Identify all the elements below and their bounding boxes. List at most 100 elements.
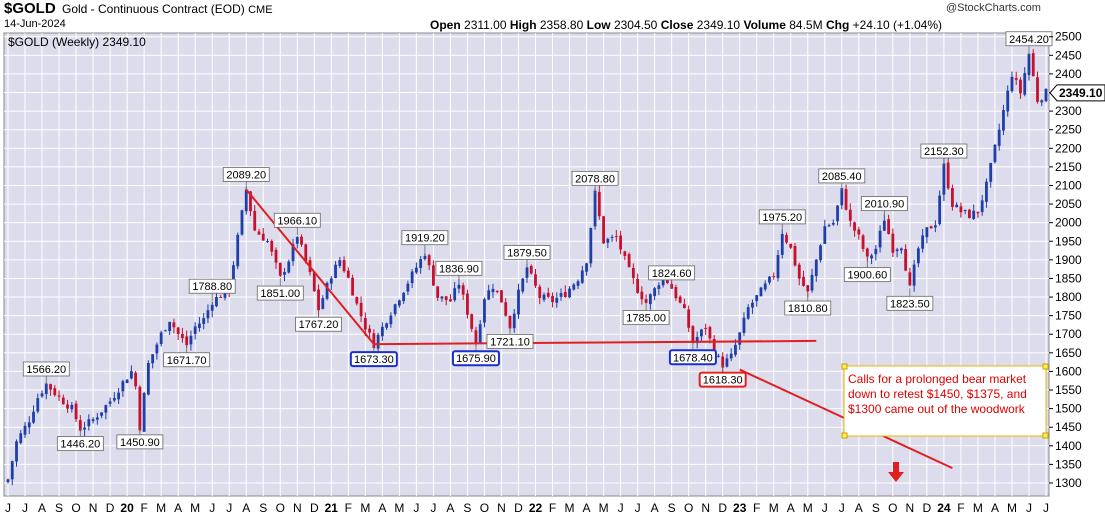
candle-body: [534, 274, 537, 286]
candle-body: [291, 244, 295, 262]
candle-body: [542, 294, 546, 300]
candle-body: [631, 267, 635, 278]
price-label: 1618.30: [703, 375, 743, 387]
annotation-handle-tl[interactable]: [841, 363, 848, 370]
x-tick-label: M: [565, 501, 575, 514]
candle-body: [1014, 78, 1018, 80]
x-tick-label: N: [906, 501, 915, 514]
x-tick-label: F: [140, 501, 147, 514]
candle-body: [283, 271, 286, 275]
candle-body: [470, 314, 474, 329]
price-label: 2454.20: [1009, 34, 1049, 46]
candle-body: [198, 323, 201, 329]
price-label-box: [886, 295, 934, 311]
annotation-handle-br[interactable]: [1042, 432, 1049, 439]
candle-body: [865, 248, 869, 257]
volume-value: 84.5M: [789, 18, 823, 32]
y-tick-label: 1900: [1055, 253, 1082, 267]
candle-body: [627, 254, 631, 268]
price-label-box: [451, 350, 500, 367]
price-label-box: [843, 267, 891, 283]
price-label-box: [503, 245, 551, 260]
candle-body: [40, 393, 44, 397]
price-label: 1836.90: [439, 263, 479, 275]
trend-line-support: [373, 339, 817, 346]
quote-summary: Open 2311.00 High 2358.80 Low 2304.50 Cl…: [430, 18, 942, 32]
candle-body: [317, 289, 320, 311]
annotation-handle-tr[interactable]: [1042, 363, 1049, 370]
candle-body: [610, 237, 614, 239]
price-label: 1788.80: [192, 281, 232, 293]
chg-value: +24.10 (+1.04%): [852, 18, 943, 32]
candle-body: [346, 270, 350, 278]
candle-body: [325, 283, 329, 299]
price-label: 1824.60: [652, 268, 692, 280]
candle-body: [968, 209, 971, 219]
candle-body: [580, 270, 584, 283]
x-tick-label: J: [413, 501, 419, 514]
candle-body: [912, 264, 916, 286]
close-label: Close: [660, 18, 694, 32]
x-tick-label: F: [345, 501, 352, 514]
candle-body: [397, 300, 401, 306]
candle-body: [844, 189, 848, 210]
y-tick-label: 2500: [1055, 30, 1082, 44]
x-tick-label: A: [583, 501, 591, 514]
candle-body: [763, 283, 767, 290]
candle-body: [568, 288, 571, 298]
candle-body: [117, 392, 121, 400]
candle-body: [563, 291, 567, 298]
x-tick-label: S: [463, 501, 471, 514]
candle-body: [993, 144, 997, 163]
candle-body: [725, 358, 729, 367]
candle-body: [734, 344, 737, 355]
candle-body: [300, 236, 303, 245]
x-tick-label: J: [430, 501, 436, 514]
candle-body: [474, 330, 478, 345]
candle-body: [261, 233, 265, 241]
candle-body: [66, 404, 69, 409]
price-label-box: [116, 434, 164, 450]
x-tick-label: S: [668, 501, 676, 514]
quote-date: 14-Jun-2024: [4, 18, 66, 30]
candle-body: [678, 296, 682, 303]
candle-body: [708, 327, 712, 339]
candle-body: [602, 216, 605, 244]
x-tick-label: J: [226, 501, 232, 514]
candle-body: [972, 210, 976, 219]
candle-body: [517, 289, 520, 315]
annotation-handle-bl[interactable]: [841, 432, 848, 439]
candle-body: [23, 425, 27, 435]
y-tick-label: 1700: [1055, 327, 1082, 341]
candle-body: [83, 427, 86, 430]
price-label-box: [256, 285, 304, 301]
candle-body: [904, 249, 908, 271]
candle-body: [6, 479, 10, 483]
candle-body: [768, 276, 771, 283]
candle-body: [453, 288, 457, 301]
candle-body: [785, 234, 788, 243]
candle-body: [878, 230, 882, 248]
candle-body: [500, 290, 503, 303]
candle-body: [551, 296, 554, 303]
candle-body: [1006, 90, 1010, 112]
candle-body: [172, 322, 176, 328]
candle-body: [329, 278, 333, 284]
x-tick-label: A: [651, 501, 659, 514]
candle-body: [423, 255, 427, 260]
candle-body: [585, 263, 588, 272]
candle-body: [181, 334, 184, 339]
candle-body: [648, 294, 652, 305]
x-tick-label: N: [701, 501, 710, 514]
candle-body: [444, 296, 448, 300]
down-arrow-icon: [888, 462, 904, 482]
candle-body: [414, 267, 418, 273]
price-label-box: [648, 265, 696, 281]
candle-body: [312, 272, 316, 292]
y-tick-label: 2250: [1055, 123, 1082, 137]
candle-body: [432, 265, 435, 286]
price-label: 1851.00: [260, 288, 300, 300]
candle-body: [1031, 53, 1035, 77]
